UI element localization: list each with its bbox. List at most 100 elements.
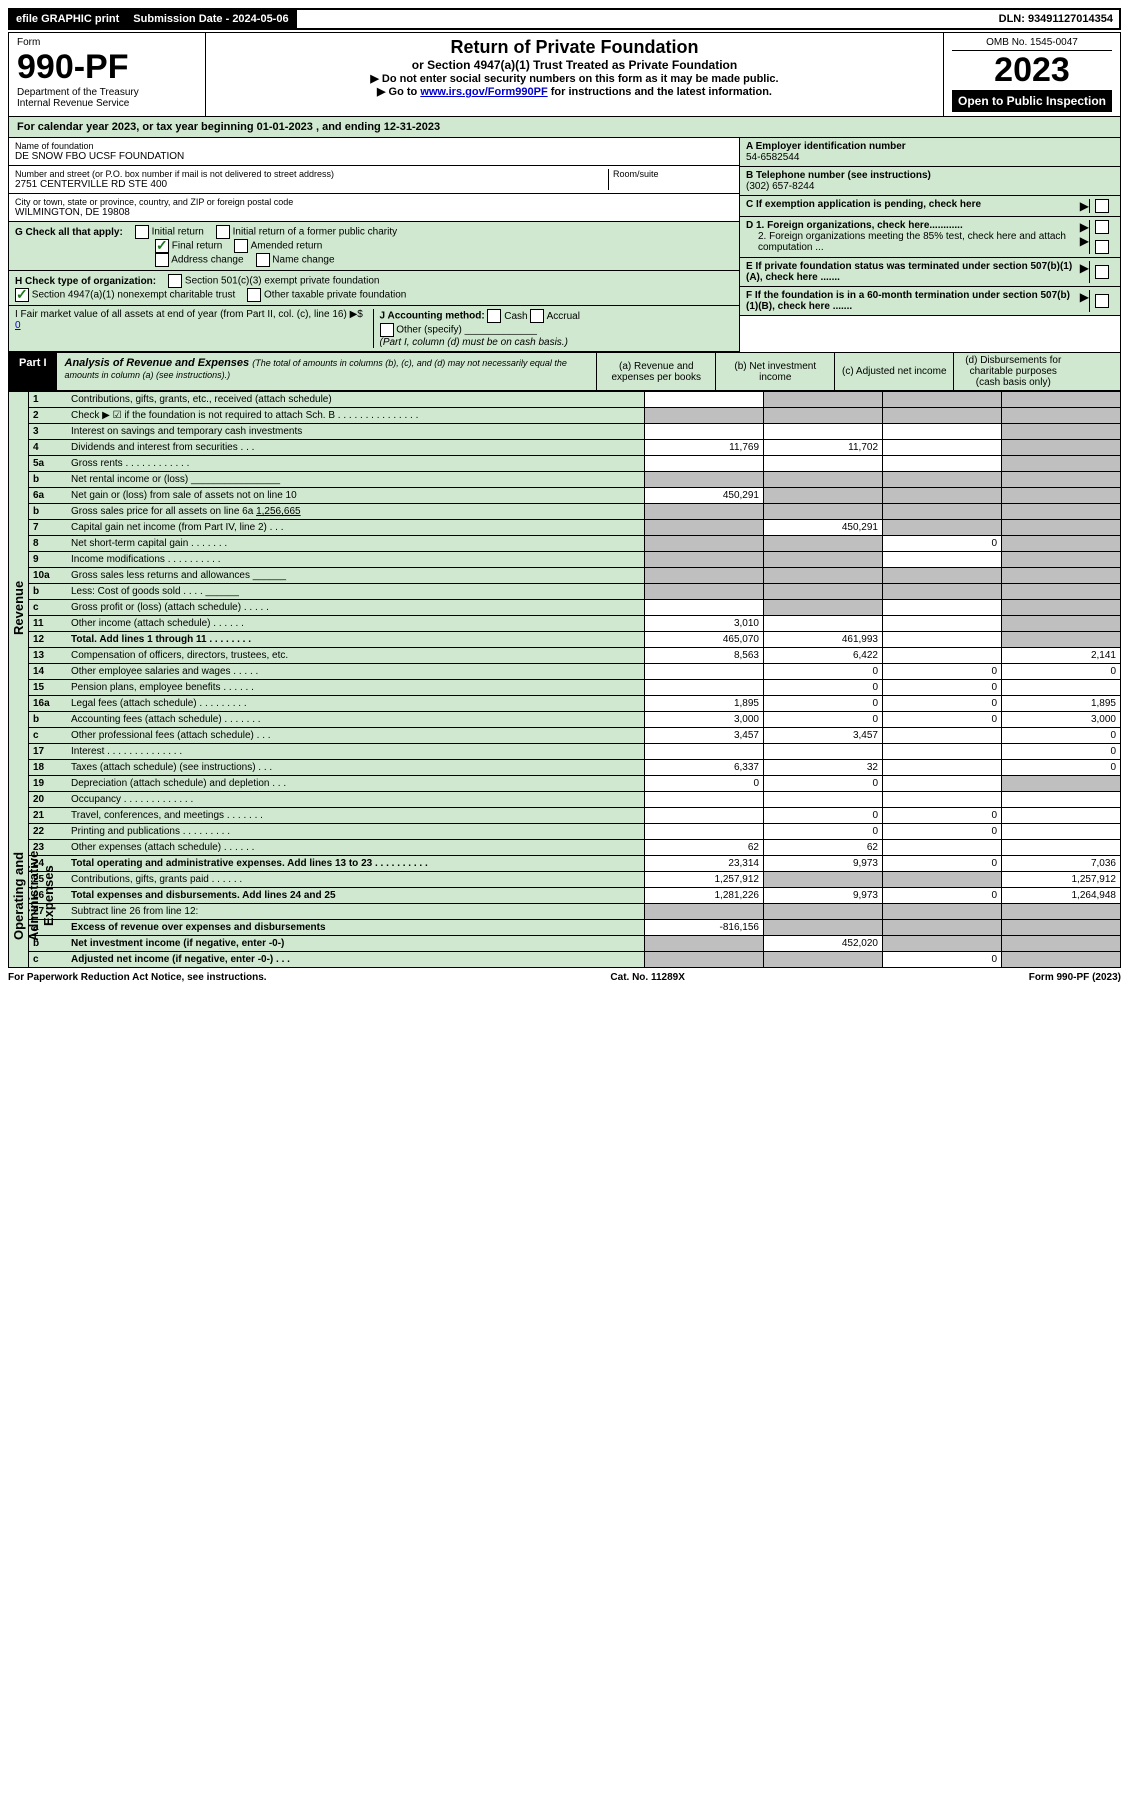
cell-a: 0 bbox=[645, 776, 764, 792]
line-desc: Legal fees (attach schedule) . . . . . .… bbox=[67, 696, 645, 712]
table-row: 14Other employee salaries and wages . . … bbox=[29, 664, 1121, 680]
cell-b: 32 bbox=[764, 760, 883, 776]
cell-a: 62 bbox=[645, 840, 764, 856]
table-row: 9Income modifications . . . . . . . . . … bbox=[29, 552, 1121, 568]
cb-e[interactable] bbox=[1095, 265, 1109, 279]
table-row: aExcess of revenue over expenses and dis… bbox=[29, 920, 1121, 936]
cell-c bbox=[883, 600, 1002, 616]
line-number: 13 bbox=[29, 648, 68, 664]
line-desc: Gross sales less returns and allowances … bbox=[67, 568, 645, 584]
table-row: 26Total expenses and disbursements. Add … bbox=[29, 888, 1121, 904]
cb-accrual[interactable] bbox=[530, 309, 544, 323]
phone: (302) 657-8244 bbox=[746, 181, 1114, 192]
cb-other-method[interactable] bbox=[380, 323, 394, 337]
cell-b bbox=[764, 392, 883, 408]
cell-d bbox=[1002, 504, 1121, 520]
entity-info: Name of foundation DE SNOW FBO UCSF FOUN… bbox=[8, 138, 1121, 352]
part1-label: Part I bbox=[9, 353, 57, 390]
d2-label: 2. Foreign organizations meeting the 85%… bbox=[746, 231, 1080, 253]
cell-d bbox=[1002, 488, 1121, 504]
cell-c bbox=[883, 472, 1002, 488]
table-row: 24Total operating and administrative exp… bbox=[29, 856, 1121, 872]
line-desc: Net short-term capital gain . . . . . . … bbox=[67, 536, 645, 552]
table-row: 3Interest on savings and temporary cash … bbox=[29, 424, 1121, 440]
cell-d bbox=[1002, 680, 1121, 696]
cell-c bbox=[883, 792, 1002, 808]
cell-c bbox=[883, 776, 1002, 792]
cell-d bbox=[1002, 776, 1121, 792]
part1-body: Revenue Operating and Administrative Exp… bbox=[8, 391, 1121, 968]
cell-a: -816,156 bbox=[645, 920, 764, 936]
cell-d bbox=[1002, 568, 1121, 584]
cell-b: 0 bbox=[764, 776, 883, 792]
cb-initial-former[interactable] bbox=[216, 225, 230, 239]
table-row: 4Dividends and interest from securities … bbox=[29, 440, 1121, 456]
cell-c bbox=[883, 488, 1002, 504]
cell-c bbox=[883, 760, 1002, 776]
cell-c bbox=[883, 440, 1002, 456]
cell-c bbox=[883, 504, 1002, 520]
form-subtitle: or Section 4947(a)(1) Trust Treated as P… bbox=[214, 58, 935, 72]
cell-d bbox=[1002, 440, 1121, 456]
cb-d1[interactable] bbox=[1095, 220, 1109, 234]
cell-c bbox=[883, 584, 1002, 600]
table-row: bAccounting fees (attach schedule) . . .… bbox=[29, 712, 1121, 728]
line-desc: Taxes (attach schedule) (see instruction… bbox=[67, 760, 645, 776]
line-desc: Printing and publications . . . . . . . … bbox=[67, 824, 645, 840]
cell-a bbox=[645, 744, 764, 760]
cb-f[interactable] bbox=[1095, 294, 1109, 308]
cb-initial[interactable] bbox=[135, 225, 149, 239]
line-desc: Contributions, gifts, grants paid . . . … bbox=[67, 872, 645, 888]
j-note: (Part I, column (d) must be on cash basi… bbox=[380, 337, 734, 348]
cell-b: 0 bbox=[764, 712, 883, 728]
cell-c: 0 bbox=[883, 856, 1002, 872]
line-desc: Subtract line 26 from line 12: bbox=[67, 904, 645, 920]
form-footer: Form 990-PF (2023) bbox=[1029, 972, 1121, 983]
cell-d bbox=[1002, 472, 1121, 488]
cb-4947[interactable] bbox=[15, 288, 29, 302]
cell-a bbox=[645, 424, 764, 440]
cell-b bbox=[764, 600, 883, 616]
cell-a bbox=[645, 904, 764, 920]
line-desc: Gross sales price for all assets on line… bbox=[67, 504, 645, 520]
cell-b: 9,973 bbox=[764, 888, 883, 904]
cb-cash[interactable] bbox=[487, 309, 501, 323]
line-number: 6a bbox=[29, 488, 68, 504]
cb-d2[interactable] bbox=[1095, 240, 1109, 254]
line-desc: Less: Cost of goods sold . . . . ______ bbox=[67, 584, 645, 600]
table-row: 23Other expenses (attach schedule) . . .… bbox=[29, 840, 1121, 856]
table-row: cAdjusted net income (if negative, enter… bbox=[29, 952, 1121, 968]
table-row: 21Travel, conferences, and meetings . . … bbox=[29, 808, 1121, 824]
cell-a bbox=[645, 584, 764, 600]
cell-d bbox=[1002, 424, 1121, 440]
cb-other-tax[interactable] bbox=[247, 288, 261, 302]
cell-d bbox=[1002, 632, 1121, 648]
cell-b bbox=[764, 488, 883, 504]
cb-amended[interactable] bbox=[234, 239, 248, 253]
form-link[interactable]: www.irs.gov/Form990PF bbox=[420, 86, 547, 98]
cell-b bbox=[764, 952, 883, 968]
tax-year: 2023 bbox=[952, 51, 1112, 90]
line-number: 7 bbox=[29, 520, 68, 536]
cell-a bbox=[645, 680, 764, 696]
cb-c[interactable] bbox=[1095, 199, 1109, 213]
cb-name[interactable] bbox=[256, 253, 270, 267]
cell-b: 0 bbox=[764, 808, 883, 824]
cb-address[interactable] bbox=[155, 253, 169, 267]
cell-b: 450,291 bbox=[764, 520, 883, 536]
efile-label: efile GRAPHIC print bbox=[10, 10, 127, 28]
part1-table: 1Contributions, gifts, grants, etc., rec… bbox=[28, 391, 1121, 968]
cell-b bbox=[764, 616, 883, 632]
line-desc: Gross profit or (loss) (attach schedule)… bbox=[67, 600, 645, 616]
line-number: 16a bbox=[29, 696, 68, 712]
line-desc: Pension plans, employee benefits . . . .… bbox=[67, 680, 645, 696]
cell-d bbox=[1002, 904, 1121, 920]
cell-a bbox=[645, 536, 764, 552]
cb-final[interactable] bbox=[155, 239, 169, 253]
revenue-side-label: Revenue bbox=[9, 392, 28, 824]
cell-c: 0 bbox=[883, 536, 1002, 552]
cb-501c3[interactable] bbox=[168, 274, 182, 288]
line-number: 18 bbox=[29, 760, 68, 776]
cell-a bbox=[645, 504, 764, 520]
table-row: 19Depreciation (attach schedule) and dep… bbox=[29, 776, 1121, 792]
